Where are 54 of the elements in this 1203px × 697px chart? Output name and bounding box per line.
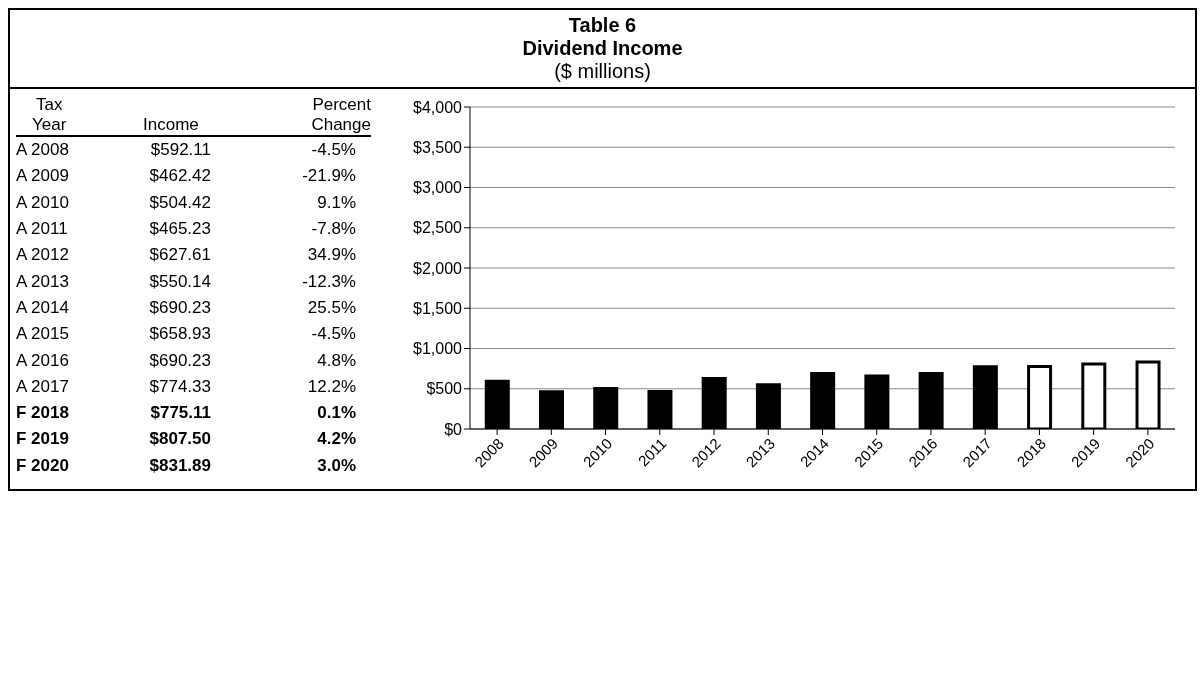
text: 3.0% bbox=[316, 455, 356, 476]
y-tick-label: $3,500 bbox=[413, 138, 463, 156]
text: F 2018 bbox=[16, 403, 70, 424]
y-tick-label: $2,000 bbox=[413, 259, 463, 277]
text: F 2020 bbox=[16, 455, 70, 476]
text: 4.2% bbox=[316, 429, 356, 450]
text: $658.93 bbox=[148, 324, 211, 345]
text: 25.5% bbox=[306, 297, 356, 318]
text: -4.5% bbox=[310, 324, 356, 345]
text: -4.5% bbox=[310, 140, 356, 161]
text: 9.1% bbox=[316, 192, 356, 213]
text: $775.11 bbox=[149, 403, 211, 424]
text: A 2012 bbox=[16, 245, 70, 266]
text: -12.3% bbox=[301, 271, 356, 292]
text: A 2016 bbox=[16, 350, 70, 371]
text: A 2008 bbox=[16, 140, 70, 161]
text: A 2015 bbox=[16, 324, 70, 345]
y-tick-label: $500 bbox=[426, 380, 463, 398]
text: $690.23 bbox=[148, 297, 211, 318]
text: A 2009 bbox=[16, 166, 70, 187]
text: $550.14 bbox=[148, 271, 211, 292]
text: A 2010 bbox=[16, 192, 70, 213]
text: $690.23 bbox=[148, 350, 211, 371]
text: $592.11 bbox=[149, 140, 211, 161]
y-tick-label: $1,000 bbox=[413, 340, 463, 358]
text: A 2013 bbox=[16, 271, 70, 292]
text: $504.42 bbox=[148, 192, 211, 213]
text: $831.89 bbox=[148, 455, 211, 476]
y-tick-label: $0 bbox=[444, 420, 463, 438]
text: $774.33 bbox=[148, 376, 211, 397]
text: $627.61 bbox=[148, 245, 211, 266]
text: 12.2% bbox=[306, 376, 356, 397]
text: Income bbox=[142, 115, 200, 135]
text: 34.9% bbox=[306, 245, 356, 266]
text: ($ millions) bbox=[553, 60, 652, 83]
text: -7.8% bbox=[310, 219, 356, 240]
text: A 2011 bbox=[16, 219, 69, 240]
text: Percent Change bbox=[310, 95, 371, 135]
text: $462.42 bbox=[148, 166, 211, 187]
text: $807.50 bbox=[148, 429, 211, 450]
text: -21.9% bbox=[301, 166, 356, 187]
y-tick-label: $1,500 bbox=[413, 299, 463, 317]
y-tick-label: $3,000 bbox=[413, 179, 463, 197]
chart-title: Table 6 bbox=[567, 14, 638, 37]
text: A 2017 bbox=[16, 376, 70, 397]
text: A 2014 bbox=[16, 297, 70, 318]
text: 4.8% bbox=[316, 350, 356, 371]
text: F 2019 bbox=[16, 429, 70, 450]
y-tick-label: $4,000 bbox=[413, 98, 463, 116]
text: Tax Year bbox=[31, 95, 68, 135]
text: $465.23 bbox=[148, 219, 211, 240]
text: 0.1% bbox=[316, 403, 356, 424]
y-tick-label: $2,500 bbox=[413, 219, 463, 237]
chart-subtitle: Dividend Income bbox=[521, 37, 684, 60]
